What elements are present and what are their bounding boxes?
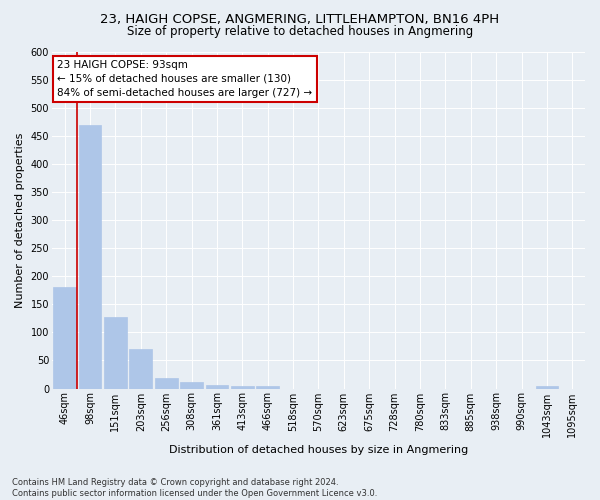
Y-axis label: Number of detached properties: Number of detached properties	[15, 132, 25, 308]
Text: Contains HM Land Registry data © Crown copyright and database right 2024.
Contai: Contains HM Land Registry data © Crown c…	[12, 478, 377, 498]
Bar	[536, 386, 559, 388]
Bar	[155, 378, 178, 388]
Bar	[206, 384, 229, 388]
Text: Size of property relative to detached houses in Angmering: Size of property relative to detached ho…	[127, 25, 473, 38]
Text: 23, HAIGH COPSE, ANGMERING, LITTLEHAMPTON, BN16 4PH: 23, HAIGH COPSE, ANGMERING, LITTLEHAMPTO…	[100, 12, 500, 26]
Bar	[53, 288, 76, 388]
Bar	[231, 386, 254, 388]
Bar	[130, 349, 152, 389]
Bar	[256, 386, 279, 388]
Bar	[79, 124, 101, 388]
Bar	[180, 382, 203, 388]
X-axis label: Distribution of detached houses by size in Angmering: Distribution of detached houses by size …	[169, 445, 468, 455]
Text: 23 HAIGH COPSE: 93sqm
← 15% of detached houses are smaller (130)
84% of semi-det: 23 HAIGH COPSE: 93sqm ← 15% of detached …	[57, 60, 313, 98]
Bar	[104, 316, 127, 388]
